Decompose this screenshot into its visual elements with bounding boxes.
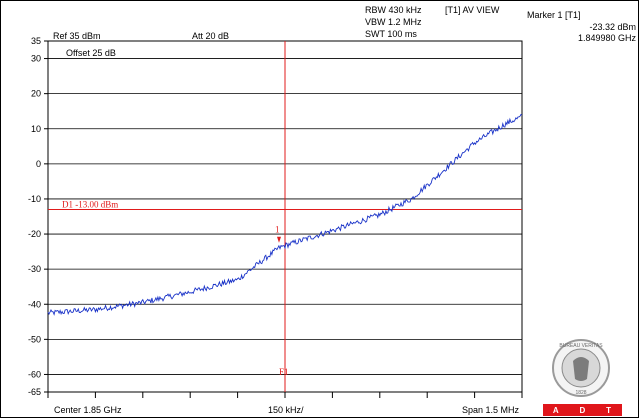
vbw-label: VBW 1.2 MHz	[365, 17, 422, 27]
y-tick-label: 0	[36, 159, 41, 169]
adt-brand-bar: A D T	[543, 404, 622, 416]
marker-frequency: 1.849980 GHz	[577, 33, 636, 43]
adt-letter-t: T	[606, 405, 613, 415]
swt-label: SWT 100 ms	[365, 29, 417, 39]
y-tick-label: -50	[28, 334, 41, 344]
offset-label: Offset 25 dB	[66, 48, 116, 58]
bureau-veritas-seal: BUREAU VERITAS 1828	[552, 339, 610, 397]
division-width: 150 kHz/	[268, 405, 304, 415]
y-tick-label: 30	[31, 54, 41, 64]
trace-line	[47, 113, 523, 316]
x-axis	[47, 392, 523, 398]
y-tick-label: 35	[31, 36, 41, 46]
adt-letter-d: D	[579, 405, 587, 415]
y-tick-label: -30	[28, 264, 41, 274]
seal-text: BUREAU VERITAS	[559, 343, 603, 349]
y-tick-label: -40	[28, 299, 41, 309]
y-tick-label: 10	[31, 124, 41, 134]
span-label: Span 1.5 MHz	[462, 405, 520, 415]
y-tick-label: -20	[28, 229, 41, 239]
center-frequency: Center 1.85 GHz	[54, 405, 122, 415]
rbw-label: RBW 430 kHz	[365, 5, 422, 15]
marker-arrow-icon	[277, 236, 281, 243]
attenuation: Att 20 dB	[192, 31, 230, 41]
y-tick-label: -10	[28, 194, 41, 204]
view-label: [T1] AV VIEW	[445, 5, 500, 15]
marker-line-label: F1	[279, 367, 289, 377]
y-tick-label: -60	[28, 369, 41, 379]
y-axis: 35 30 20 10 0 -10 -20 -30 -40 -50 -60 -65	[28, 36, 48, 397]
reference-level: Ref 35 dBm	[53, 31, 101, 41]
adt-letter-a: A	[552, 405, 560, 415]
marker-number: 1	[275, 225, 280, 235]
y-tick-label: -65	[28, 387, 41, 397]
marker-title: Marker 1 [T1]	[527, 10, 581, 20]
y-tick-label: 20	[31, 89, 41, 99]
display-line-label: D1 -13.00 dBm	[62, 199, 118, 209]
seal-year: 1828	[575, 390, 586, 396]
marker-level: -23.32 dBm	[589, 22, 636, 32]
